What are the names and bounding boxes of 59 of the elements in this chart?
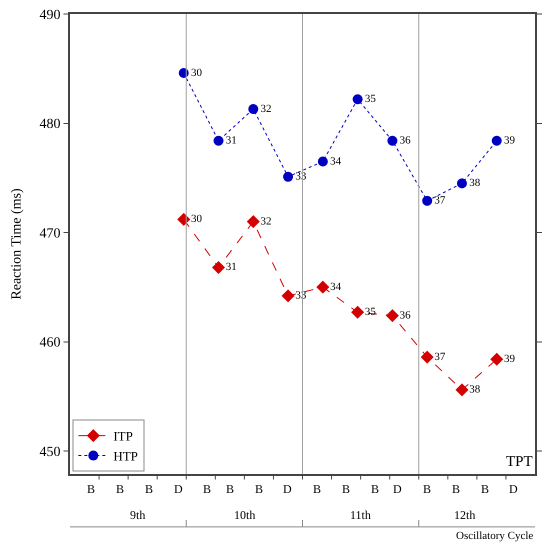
text: B — [145, 482, 154, 496]
text: B — [226, 482, 234, 496]
y-tick-label: 460 — [39, 336, 60, 351]
text: B — [452, 482, 460, 496]
y-axis-title: Reaction Time (ms) — [10, 188, 25, 300]
text: B — [203, 482, 212, 496]
point — [214, 136, 224, 146]
text: B — [423, 482, 432, 496]
y-tick-label: 490 — [39, 8, 60, 23]
category-label: 30 — [190, 66, 202, 79]
text: B — [87, 482, 96, 496]
text: D — [174, 482, 183, 496]
text: 9th — [130, 508, 146, 522]
point — [490, 352, 504, 366]
text: 10th — [234, 508, 256, 522]
point — [351, 306, 364, 319]
point — [177, 212, 190, 226]
category-label: 39 — [504, 134, 515, 146]
text: B — [116, 482, 124, 496]
text: B — [481, 482, 490, 496]
text: Oscillatory Cycle — [456, 530, 534, 542]
legend-label: ITP — [113, 428, 133, 444]
point — [246, 215, 260, 228]
category-label: 35 — [364, 92, 376, 105]
point — [387, 136, 398, 146]
category-label: 31 — [226, 134, 237, 146]
text: 12th — [454, 508, 476, 522]
category-label: 37 — [434, 194, 446, 207]
point — [386, 309, 399, 322]
point — [212, 260, 226, 274]
category-label: 32 — [260, 102, 272, 115]
y-tick-label: 480 — [39, 117, 60, 132]
annotation: TPT — [506, 454, 533, 470]
point — [352, 94, 363, 104]
point — [456, 178, 467, 188]
text: B — [371, 482, 380, 496]
point — [420, 350, 434, 364]
category-label: 38 — [469, 177, 480, 190]
text: 11th — [350, 508, 371, 522]
category-label: 34 — [330, 155, 342, 168]
point — [316, 280, 330, 294]
text: B — [255, 482, 264, 496]
text: B — [313, 482, 322, 496]
category-label: 36 — [400, 134, 411, 146]
text: D — [509, 482, 518, 496]
text: B — [342, 482, 350, 496]
point — [282, 289, 295, 302]
point — [283, 172, 294, 182]
y-tick-label: 470 — [39, 226, 60, 242]
legend-label: HTP — [113, 448, 138, 464]
point — [492, 136, 502, 146]
point — [248, 104, 258, 114]
y-tick-label: 450 — [39, 444, 60, 460]
category-label: 33 — [295, 170, 306, 183]
text: D — [283, 482, 292, 496]
point — [455, 383, 468, 396]
text: D — [393, 482, 402, 496]
point — [318, 156, 328, 167]
point — [422, 196, 432, 206]
